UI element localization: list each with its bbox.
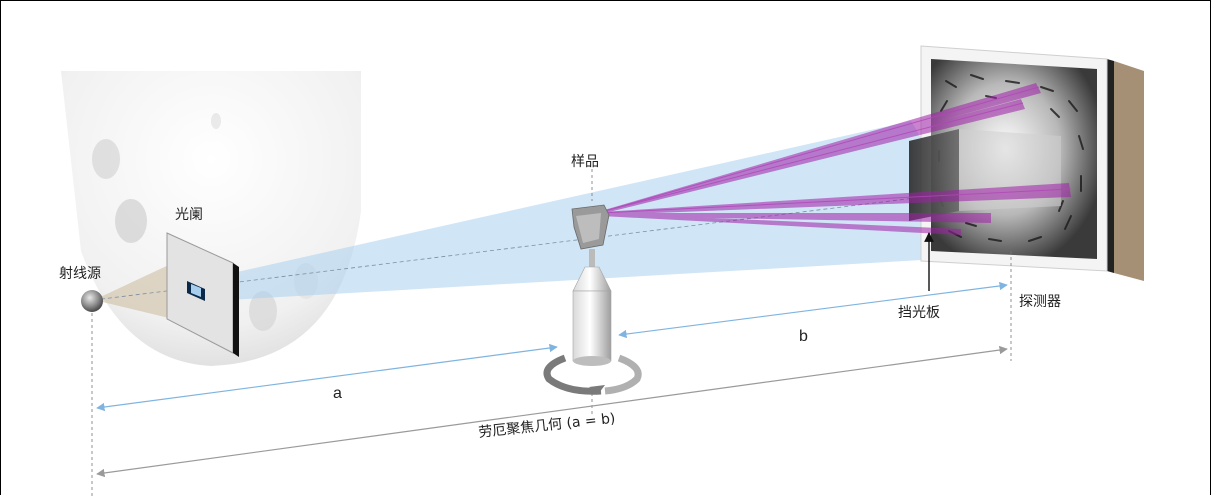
source-sphere (81, 290, 103, 312)
dimension-total (96, 345, 1008, 478)
dimension-a (96, 343, 558, 412)
dimension-b (618, 281, 1008, 339)
label-beamstop: 挡光板 (898, 305, 940, 321)
label-dist-a: a (333, 385, 342, 402)
label-geometry: 劳厄聚焦几何 (a = b) (478, 411, 616, 441)
label-source: 射线源 (59, 266, 101, 282)
label-detector: 探测器 (1019, 294, 1061, 310)
label-dist-b: b (799, 328, 808, 345)
aperture-plate (166, 232, 239, 357)
diffracted-beam-lines (600, 86, 1072, 214)
label-sample: 样品 (571, 154, 599, 170)
label-aperture: 光阑 (175, 207, 203, 223)
